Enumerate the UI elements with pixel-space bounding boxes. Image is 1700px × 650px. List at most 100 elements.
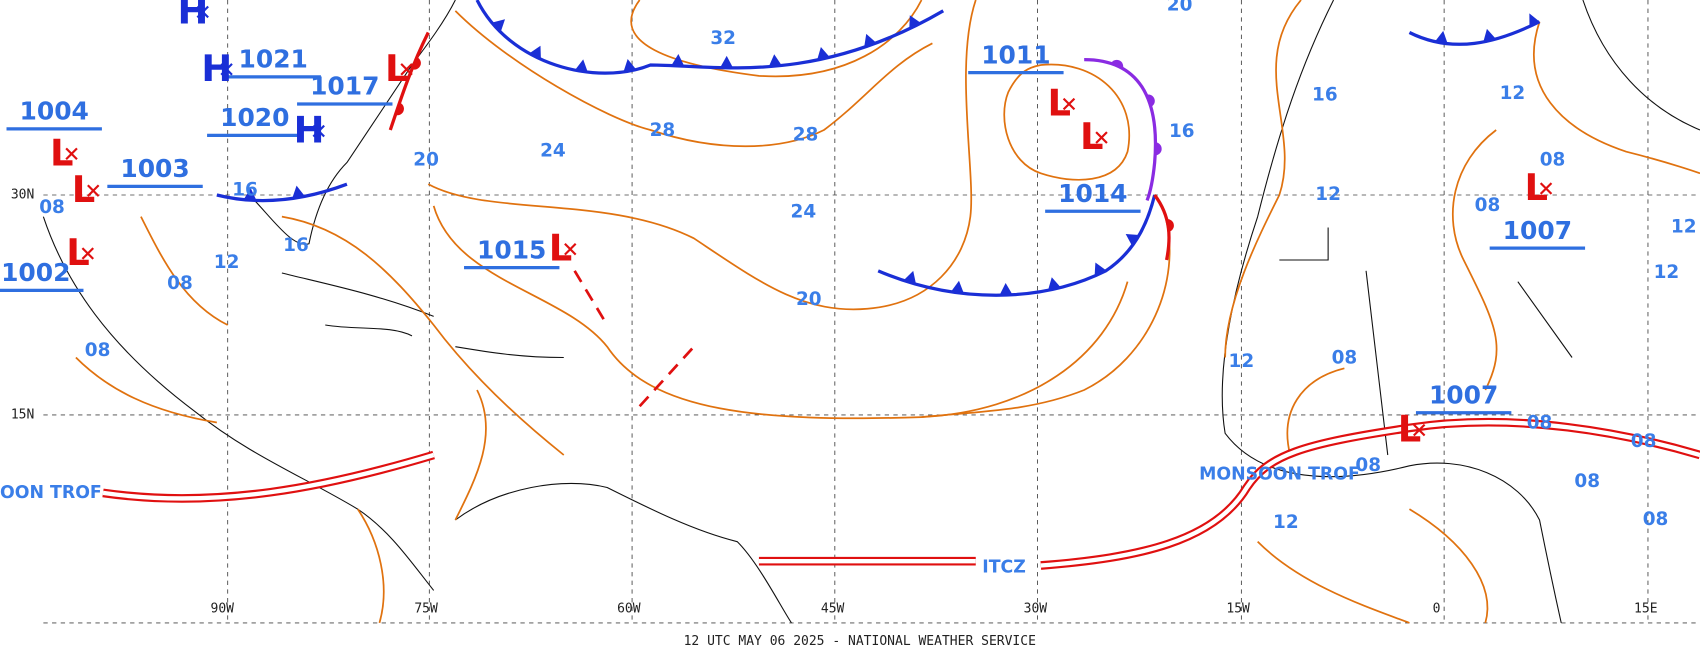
- isobar: [1286, 367, 1345, 456]
- isobar-label: 28: [650, 120, 676, 141]
- coastline: [281, 272, 564, 359]
- center-mark: [81, 247, 95, 260]
- longitude-label: 45W: [821, 601, 845, 616]
- front-barb: [292, 185, 305, 199]
- center-mark: [196, 5, 209, 19]
- pressure-value: 1003: [120, 154, 189, 183]
- center-mark: [65, 147, 78, 161]
- front-barb: [574, 59, 588, 73]
- pressure-center: L: [50, 131, 73, 174]
- isobar-label: 16: [283, 235, 309, 256]
- center-mark: [87, 184, 100, 197]
- front-barb: [671, 53, 685, 67]
- front-barb: [817, 47, 830, 61]
- isobar-label: 32: [710, 28, 736, 49]
- isobar-label: 08: [1332, 348, 1358, 369]
- center-mark: [312, 124, 325, 138]
- convergence-zone-inner: [102, 452, 435, 501]
- pressure-center: L: [66, 231, 89, 274]
- isobar-label: 20: [796, 289, 822, 310]
- isobar: [454, 10, 933, 148]
- longitude-label: 60W: [617, 601, 641, 616]
- center-mark: [1062, 97, 1076, 111]
- pressure-center: L: [1525, 166, 1548, 209]
- pressure-center: L: [385, 47, 408, 90]
- cold-front: [475, 0, 945, 75]
- warm-front: [388, 31, 430, 131]
- front-bump: [1155, 142, 1162, 156]
- cold-front: [216, 182, 348, 203]
- feature-label: MONSOON TROF: [1199, 465, 1360, 485]
- center-mark: [1095, 131, 1108, 144]
- isobar: [1408, 508, 1489, 624]
- front-barb: [1125, 233, 1140, 246]
- front-barb: [1529, 13, 1540, 27]
- footer: 12 UTC MAY 06 2025 - NATIONAL WEATHER SE…: [684, 634, 1036, 649]
- longitude-label: 15W: [1226, 601, 1250, 616]
- front-barb: [529, 45, 541, 60]
- front-barb: [950, 280, 964, 294]
- pressure-value: 1014: [1058, 179, 1127, 208]
- pressure-center: L: [1048, 82, 1071, 125]
- front-bump: [1110, 59, 1124, 69]
- front-barb: [864, 33, 877, 48]
- coastline: [455, 482, 792, 624]
- front-barb: [903, 270, 917, 285]
- isobar-label: 08: [1475, 195, 1501, 216]
- isobar: [1533, 21, 1700, 175]
- isobar-label: 08: [167, 273, 193, 294]
- isobar: [357, 508, 385, 624]
- pressure-center: L: [549, 227, 572, 270]
- trough: [573, 270, 609, 326]
- front-barb: [623, 59, 637, 72]
- isobar-label: 20: [413, 149, 439, 170]
- front-barb: [720, 55, 734, 68]
- coastline: [1221, 0, 1562, 624]
- isobar-label: 16: [1312, 84, 1338, 105]
- pressure-center: L: [72, 168, 95, 211]
- pressure-value: 1020: [220, 103, 289, 132]
- isobar-label: 24: [791, 201, 817, 222]
- isobar-label: 28: [793, 124, 819, 145]
- longitude-label: 15E: [1634, 601, 1657, 616]
- isobar-label: 24: [540, 141, 566, 162]
- isobar-label: 08: [39, 197, 65, 218]
- trough: [638, 345, 695, 408]
- pressure-value: 1002: [1, 258, 70, 287]
- isobar: [75, 356, 217, 424]
- isobar: [921, 216, 1171, 418]
- front-barb: [909, 15, 921, 29]
- coastline: [42, 216, 435, 591]
- isobar-label: 12: [1229, 351, 1255, 372]
- isobar: [454, 389, 487, 521]
- isobar: [281, 215, 565, 456]
- isobar-label: 16: [1169, 121, 1195, 142]
- latitude-label: 30N: [11, 188, 34, 203]
- pressure-value: 1004: [20, 97, 89, 126]
- isobar: [432, 205, 1129, 420]
- isobar-label: 08: [1540, 149, 1566, 170]
- pressure-center: L: [1398, 408, 1421, 451]
- cold-front: [877, 194, 1157, 297]
- coastline: [248, 0, 456, 245]
- center-mark: [220, 63, 233, 76]
- isobar: [1257, 541, 1410, 624]
- longitude-label: 30W: [1024, 601, 1048, 616]
- front-barb: [1483, 28, 1496, 42]
- convergence-zone-inner: [1040, 420, 1700, 568]
- pressure-value: 1007: [1429, 381, 1498, 410]
- pressure-value: 1011: [981, 40, 1050, 69]
- isobar-label: 08: [85, 340, 111, 361]
- center-mark: [564, 242, 577, 256]
- front-barb: [1434, 30, 1448, 44]
- coastline: [1279, 0, 1700, 456]
- front-barb: [768, 54, 782, 67]
- isobar: [1452, 129, 1498, 391]
- front-barb: [491, 19, 506, 33]
- isobar-label: 08: [1643, 509, 1669, 530]
- isobar: [140, 216, 229, 326]
- isobar-label: 08: [1527, 413, 1553, 434]
- front-bump: [1166, 219, 1174, 232]
